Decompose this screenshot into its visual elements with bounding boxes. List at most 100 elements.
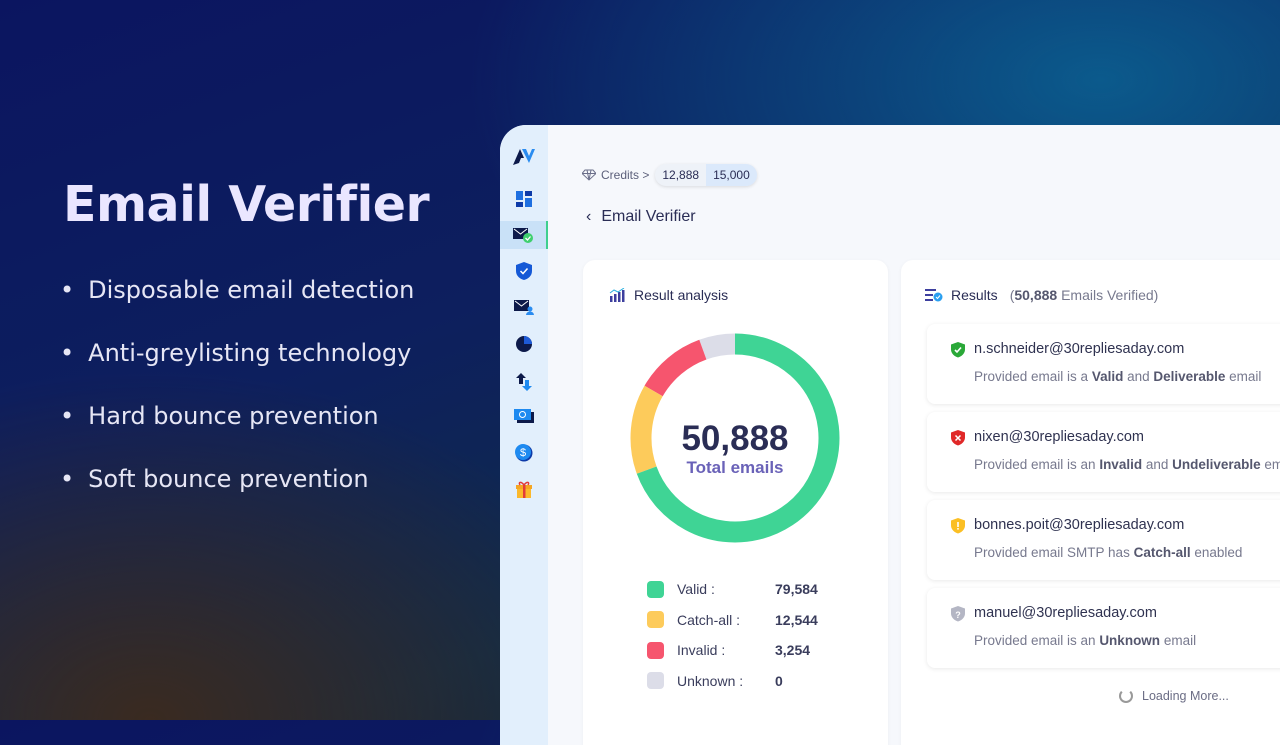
feature-list: Disposable email detection Anti-greylist…: [60, 276, 414, 528]
result-item[interactable]: nixen@30repliesaday.com Provided email is…: [927, 412, 1280, 492]
total-value: 50,888: [681, 419, 788, 458]
desc-bold: Catch-all: [1133, 545, 1191, 560]
results-count-value: 50,888: [1014, 287, 1058, 303]
legend-label: Valid :: [677, 581, 715, 598]
desc-text: email: [1264, 457, 1280, 472]
donut-segment-catch-all: [630, 385, 663, 474]
result-analysis-title: Result analysis: [609, 287, 728, 303]
credits-pill: 12,888 15,000: [655, 164, 757, 186]
desc-text: and: [1142, 457, 1173, 472]
spinner-icon: [1119, 689, 1133, 703]
transfer-arrows-icon[interactable]: [500, 368, 548, 396]
legend-swatch: [647, 672, 664, 690]
page-title: Email Verifier: [601, 208, 696, 225]
desc-bold: Invalid: [1099, 457, 1143, 472]
result-email: n.schneider@30repliesaday.com: [974, 341, 1185, 357]
results-count-suffix: Emails Verified: [1061, 287, 1154, 303]
credits-label: Credits: [601, 168, 640, 182]
desc-text: Provided email is an: [974, 633, 1100, 648]
credits-used: 12,888: [662, 168, 700, 182]
desc-bold: Deliverable: [1153, 369, 1226, 384]
donut-segment-unknown: [699, 333, 736, 360]
legend: Valid : 79,584 Catch-all : 12,544 Invalid : 3…: [647, 574, 818, 696]
legend-item: Unknown : 0: [647, 666, 818, 697]
email-contact-icon[interactable]: [500, 293, 548, 321]
credits-breadcrumb[interactable]: Credits > 12,888 15,000: [582, 164, 757, 186]
hero-title: Email Verifier: [63, 176, 430, 233]
legend-label: Catch-all :: [677, 611, 741, 628]
result-analysis-label: Result analysis: [634, 287, 729, 303]
desc-bold: Undeliverable: [1172, 457, 1261, 472]
donut-segment-valid: [636, 333, 840, 543]
desc-text: Provided email SMTP has: [974, 545, 1134, 560]
desc-text: Provided email is a: [974, 369, 1092, 384]
result-email: nixen@30repliesaday.com: [974, 429, 1145, 445]
legend-value: 3,254: [775, 642, 811, 659]
bar-chart-icon: [609, 288, 625, 302]
legend-swatch: [647, 641, 664, 659]
legend-value: 79,584: [775, 581, 818, 598]
desc-text: email: [1160, 633, 1197, 648]
chevron-right-icon: >: [642, 168, 650, 182]
result-description: Provided email is an Invalid and Undeliv…: [974, 457, 1280, 472]
result-item[interactable]: ? manuel@30repliesaday.com Provided email …: [927, 588, 1280, 668]
desc-text: enabled: [1190, 545, 1243, 560]
desc-text: email: [1225, 369, 1262, 384]
desc-text: Provided email is an: [974, 457, 1100, 472]
desc-text: and: [1123, 369, 1154, 384]
legend-item: Catch-all : 12,544: [647, 605, 818, 636]
donut-chart: 50,888 Total emails: [630, 333, 840, 543]
dollar-icon[interactable]: $: [500, 439, 548, 467]
legend-label: Unknown :: [677, 672, 744, 689]
feature-item: Anti-greylisting technology: [60, 339, 414, 402]
catch-all-shield-icon: [951, 518, 965, 534]
legend-value: 12,544: [775, 611, 818, 628]
legend-swatch: [647, 580, 664, 598]
total-label: Total emails: [687, 458, 784, 477]
loading-more: Loading More...: [1119, 689, 1229, 703]
donut-segment-invalid: [644, 339, 707, 397]
svg-text:?: ?: [955, 610, 961, 620]
credits-total: 15,000: [706, 164, 757, 186]
result-item[interactable]: n.schneider@30repliesaday.com Provided em…: [927, 324, 1280, 404]
results-card: Results (50,888 Emails Verified) n.schne…: [901, 260, 1280, 745]
results-title: Results (50,888 Emails Verified): [925, 287, 1158, 303]
result-email: bonnes.poit@30repliesaday.com: [974, 517, 1185, 533]
legend-swatch: [647, 611, 664, 629]
results-label: Results: [951, 287, 998, 303]
unknown-shield-icon: ?: [951, 606, 965, 622]
result-description: Provided email is a Valid and Deliverabl…: [974, 369, 1261, 384]
pie-chart-icon[interactable]: [500, 330, 548, 358]
legend-item: Valid : 79,584: [647, 574, 818, 605]
gift-icon[interactable]: [500, 475, 548, 503]
back-button[interactable]: ‹ Email Verifier: [586, 208, 696, 226]
dashboard-icon[interactable]: [500, 185, 548, 213]
diamond-icon: [582, 169, 596, 181]
back-arrow-icon: ‹: [586, 208, 592, 225]
feature-item: Soft bounce prevention: [60, 465, 414, 528]
invalid-shield-icon: [951, 430, 965, 446]
email-verifier-icon[interactable]: [500, 221, 548, 249]
result-description: Provided email SMTP has Catch-all enable…: [974, 545, 1242, 560]
feature-item: Disposable email detection: [60, 276, 414, 339]
app-window: $ Credits > 12,888 15,000 ‹ Email Verifier…: [500, 125, 1280, 745]
shield-check-icon[interactable]: [500, 257, 548, 285]
logo-icon[interactable]: [500, 143, 548, 171]
result-item[interactable]: bonnes.poit@30repliesaday.com Provided em…: [927, 500, 1280, 580]
result-description: Provided email is an Unknown email: [974, 633, 1196, 648]
loading-label: Loading More...: [1142, 689, 1229, 703]
result-email: manuel@30repliesaday.com: [974, 605, 1157, 621]
sidebar: $: [500, 125, 548, 745]
legend-label: Invalid :: [677, 642, 726, 659]
desc-bold: Unknown: [1099, 633, 1161, 648]
list-check-icon: [925, 289, 943, 302]
feature-item: Hard bounce prevention: [60, 402, 414, 465]
svg-text:$: $: [520, 447, 526, 459]
result-analysis-card: Result analysis 50,888 Total emails Vali…: [583, 260, 888, 745]
valid-shield-icon: [951, 342, 965, 358]
legend-item: Invalid : 3,254: [647, 635, 818, 666]
legend-value: 0: [775, 672, 783, 689]
money-icon[interactable]: [500, 402, 548, 430]
desc-bold: Valid: [1091, 369, 1124, 384]
results-count: (50,888 Emails Verified): [1009, 287, 1159, 303]
